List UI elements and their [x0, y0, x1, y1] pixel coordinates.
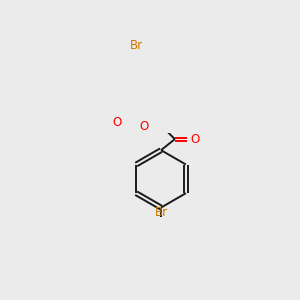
- Text: O: O: [190, 133, 200, 146]
- Text: Br: Br: [154, 206, 168, 219]
- Text: O: O: [139, 121, 148, 134]
- Text: Br: Br: [130, 39, 143, 52]
- Text: O: O: [112, 116, 121, 129]
